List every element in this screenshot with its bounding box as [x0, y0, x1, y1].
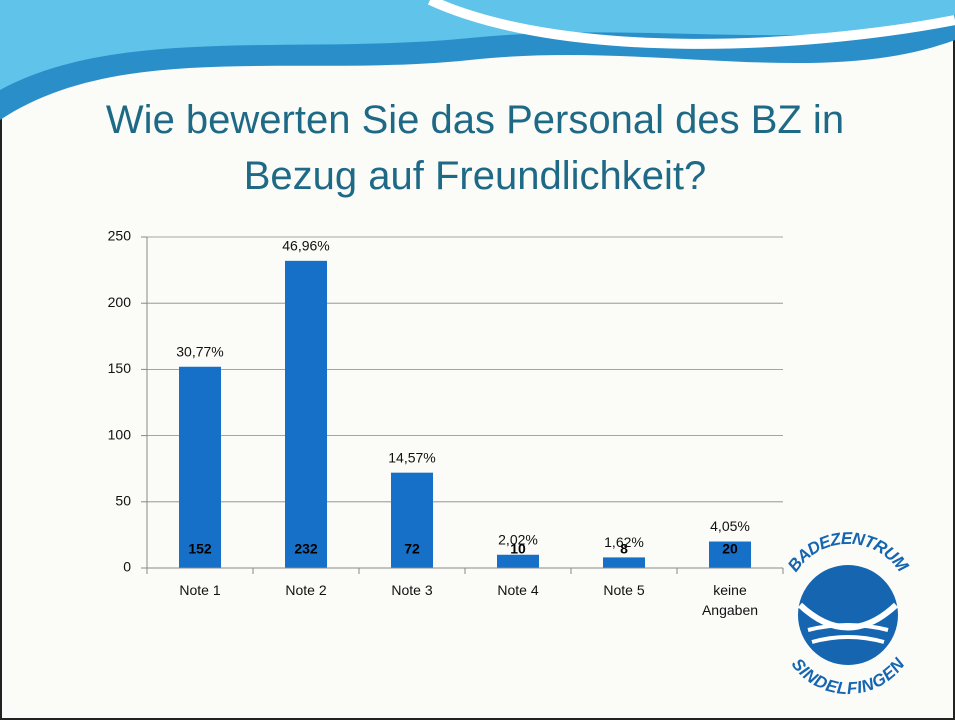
- chart-title: Wie bewerten Sie das Personal des BZ in …: [60, 92, 890, 204]
- percent-label: 4,05%: [710, 518, 750, 534]
- x-tick-label: Note 5: [584, 580, 664, 600]
- logo: BADEZENTRUM SINDELFINGEN: [783, 529, 913, 698]
- slide: BADEZENTRUM SINDELFINGEN 0 50 100 150 200 250…: [0, 0, 955, 720]
- bar: [603, 557, 645, 568]
- y-tick-label: 50: [115, 493, 131, 509]
- y-tick-label: 0: [123, 559, 131, 575]
- y-tick-label: 100: [108, 426, 132, 442]
- percent-label: 2,02%: [498, 531, 538, 547]
- x-tick-label: Note 3: [372, 580, 452, 600]
- y-tick-label: 250: [108, 228, 132, 244]
- value-label: 72: [404, 541, 420, 557]
- percent-label: 46,96%: [282, 238, 329, 254]
- x-tick-label: Note 1: [160, 580, 240, 600]
- x-tick-label: keine Angaben: [690, 580, 770, 620]
- percent-label: 30,77%: [176, 343, 223, 359]
- y-tick-label: 150: [108, 360, 132, 376]
- bar: [285, 261, 327, 568]
- bar: [497, 555, 539, 568]
- percent-label: 14,57%: [388, 449, 435, 465]
- value-label: 232: [294, 541, 318, 557]
- x-tick-label: Note 4: [478, 580, 558, 600]
- x-tick-label: Note 2: [266, 580, 346, 600]
- value-label: 20: [722, 541, 738, 557]
- percent-label: 1,62%: [604, 534, 644, 550]
- value-label: 152: [188, 541, 212, 557]
- y-tick-label: 200: [108, 294, 132, 310]
- bar: [179, 367, 221, 568]
